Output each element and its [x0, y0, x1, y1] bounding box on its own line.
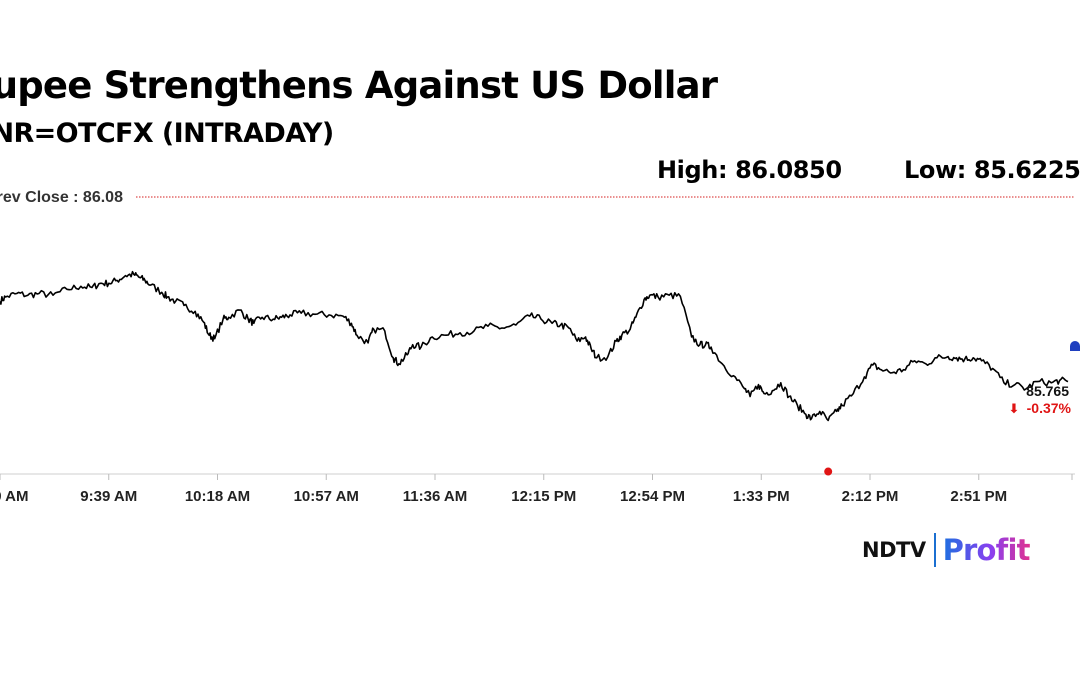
- chart-subtitle: INR=OTCFX (INTRADAY): [0, 118, 334, 149]
- x-tick-label: 10:57 AM: [294, 488, 359, 505]
- low-value: Low: 85.6225: [904, 156, 1080, 184]
- last-value-label: 85.765: [1026, 383, 1069, 399]
- x-tick-label: 2:12 PM: [842, 488, 899, 505]
- logo-profit-text: Profit: [942, 533, 1031, 567]
- high-value: High: 86.0850: [657, 156, 842, 184]
- chart-title: Rupee Strengthens Against US Dollar: [0, 64, 718, 107]
- last-value-marker: [1070, 341, 1080, 351]
- down-arrow-icon: ⬇: [1009, 402, 1020, 417]
- prev-close-label: Prev Close : 86.08: [0, 189, 123, 206]
- x-tick-label: 10:18 AM: [185, 488, 250, 505]
- x-tick-label: 9:00 AM: [0, 488, 28, 505]
- x-tick-label: 1:33 PM: [733, 488, 790, 505]
- x-tick-label: 12:54 PM: [620, 488, 685, 505]
- x-tick-label: 9:39 AM: [80, 488, 137, 505]
- change-percent-label: -0.37%: [1027, 400, 1072, 416]
- price-series-line: [0, 270, 1069, 422]
- x-tick-label: 2:51 PM: [950, 488, 1007, 505]
- day-low-marker: [824, 467, 833, 476]
- x-tick-label: 12:15 PM: [511, 488, 576, 505]
- x-tick-label: 11:36 AM: [403, 488, 467, 505]
- logo-divider: [933, 533, 936, 567]
- ndtv-profit-logo: NDTV Profit: [862, 532, 1031, 568]
- logo-ndtv-text: NDTV: [862, 538, 926, 562]
